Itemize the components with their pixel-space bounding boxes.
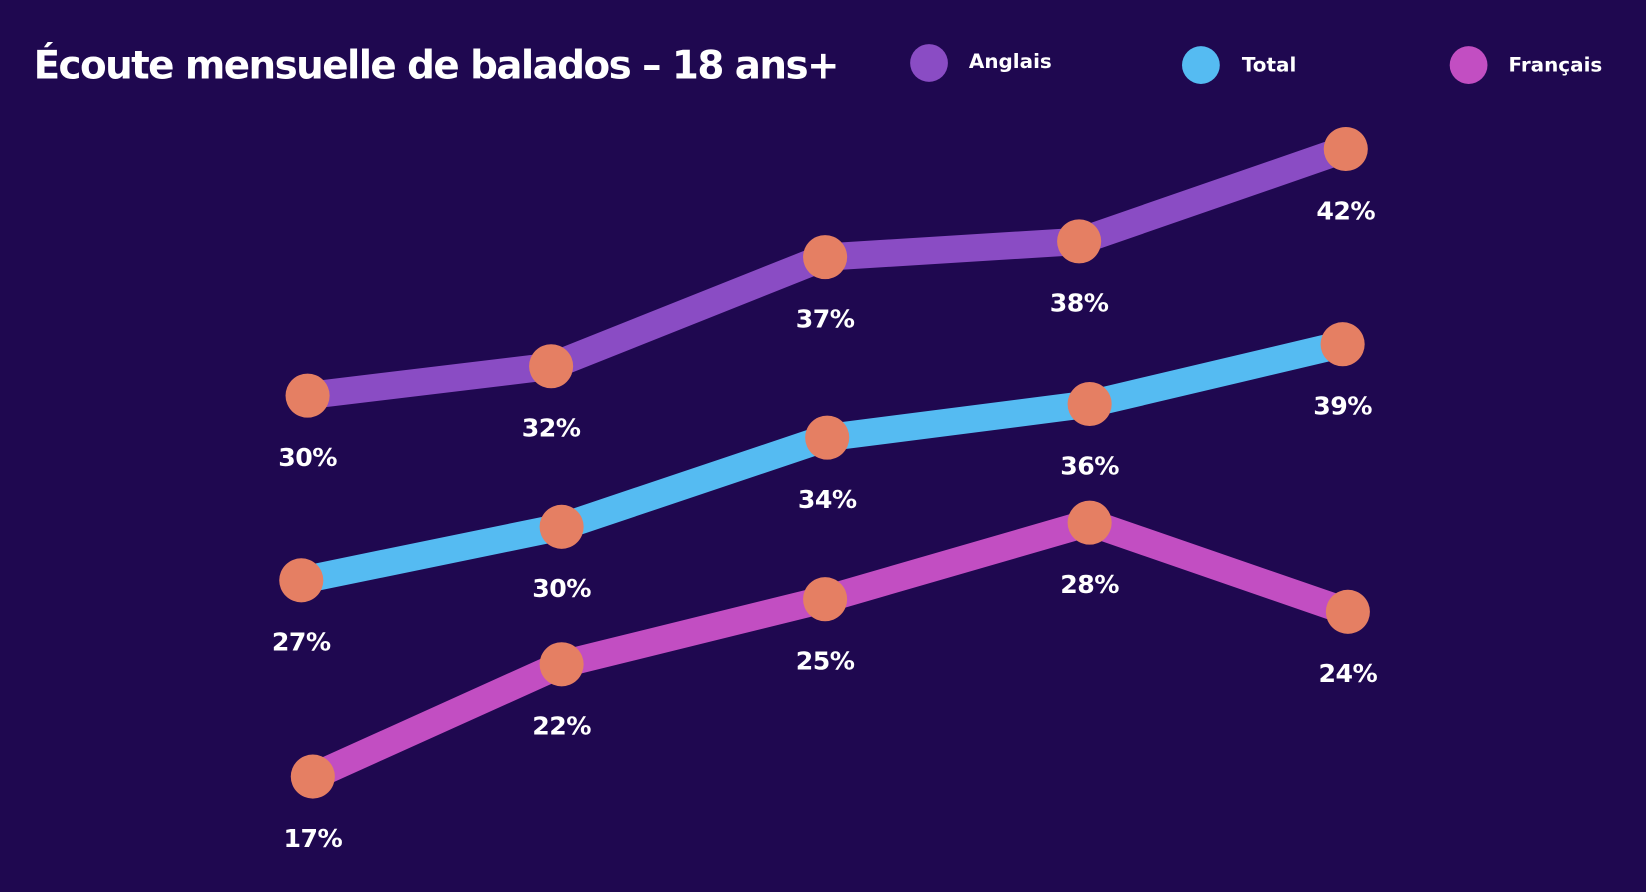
- data-label: 30%: [532, 574, 591, 603]
- data-label: 37%: [796, 304, 855, 333]
- data-label: 34%: [798, 485, 857, 514]
- series-total: 27% 30% 34% 36% 39%: [272, 322, 1373, 657]
- data-point: [1323, 126, 1368, 172]
- data-point: [285, 373, 330, 418]
- data-label: 22%: [532, 712, 591, 741]
- data-label: 27%: [272, 628, 331, 657]
- legend-swatch-anglais: [910, 44, 948, 82]
- data-point: [279, 558, 324, 603]
- data-label: 42%: [1316, 196, 1375, 225]
- legend-label-total: Total: [1242, 52, 1296, 76]
- data-point: [1320, 322, 1365, 367]
- data-label: 32%: [522, 414, 581, 443]
- legend-swatch-total: [1182, 46, 1220, 84]
- series-francais: 17% 22% 25% 28% 24%: [283, 500, 1378, 853]
- data-label: 17%: [283, 824, 342, 853]
- data-label: 24%: [1319, 659, 1378, 688]
- data-label: 39%: [1313, 392, 1372, 421]
- legend-label-francais: Français: [1508, 52, 1602, 76]
- legend: Anglais Total Français: [910, 44, 1602, 84]
- plot-area: 30%32%37%38%42%27%30%34%36%39%17%22%25%2…: [272, 126, 1378, 853]
- legend-swatch-francais: [1449, 46, 1488, 84]
- data-label: 28%: [1060, 570, 1119, 599]
- data-point: [1057, 219, 1102, 264]
- data-point: [290, 754, 335, 799]
- data-point: [805, 415, 850, 460]
- legend-item-francais[interactable]: Français: [1449, 46, 1603, 84]
- data-point: [539, 504, 584, 549]
- data-point: [1325, 589, 1370, 634]
- data-label: 38%: [1050, 289, 1109, 318]
- data-label: 30%: [278, 443, 337, 472]
- legend-item-anglais[interactable]: Anglais: [910, 44, 1052, 82]
- chart-title: Écoute mensuelle de balados – 18 ans+: [34, 42, 838, 89]
- data-point: [803, 577, 848, 622]
- data-label: 25%: [796, 647, 855, 676]
- data-point: [529, 344, 574, 389]
- data-label: 36%: [1060, 451, 1119, 480]
- data-point: [539, 642, 584, 687]
- data-point: [1067, 500, 1112, 545]
- legend-item-total[interactable]: Total: [1182, 46, 1296, 84]
- data-point: [1067, 381, 1112, 427]
- series-anglais: 30% 32% 37% 38% 42%: [278, 126, 1376, 472]
- data-point: [803, 235, 848, 280]
- legend-label-anglais: Anglais: [969, 49, 1052, 73]
